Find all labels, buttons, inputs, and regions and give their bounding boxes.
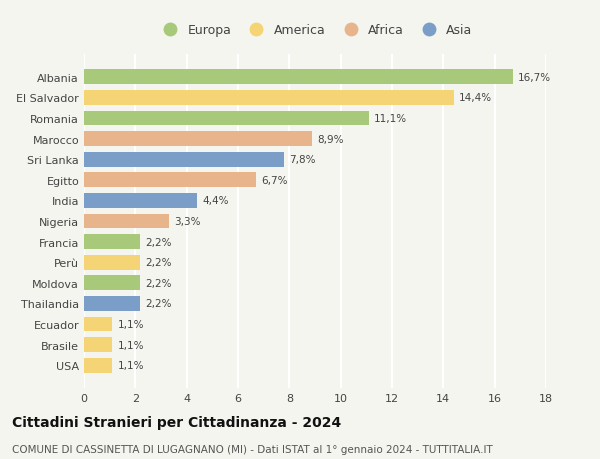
Text: 2,2%: 2,2% bbox=[146, 237, 172, 247]
Text: 4,4%: 4,4% bbox=[202, 196, 229, 206]
Bar bbox=[84, 194, 197, 208]
Bar bbox=[84, 173, 256, 188]
Bar bbox=[84, 214, 169, 229]
Text: 1,1%: 1,1% bbox=[118, 340, 144, 350]
Text: 14,4%: 14,4% bbox=[459, 93, 492, 103]
Bar bbox=[84, 337, 112, 352]
Text: 2,2%: 2,2% bbox=[146, 278, 172, 288]
Text: Cittadini Stranieri per Cittadinanza - 2024: Cittadini Stranieri per Cittadinanza - 2… bbox=[12, 415, 341, 429]
Text: 11,1%: 11,1% bbox=[374, 114, 407, 123]
Text: 8,9%: 8,9% bbox=[317, 134, 344, 144]
Bar bbox=[84, 152, 284, 167]
Text: 1,1%: 1,1% bbox=[118, 360, 144, 370]
Text: 6,7%: 6,7% bbox=[261, 175, 287, 185]
Bar bbox=[84, 235, 140, 249]
Text: 3,3%: 3,3% bbox=[174, 217, 200, 226]
Text: 2,2%: 2,2% bbox=[146, 299, 172, 308]
Bar bbox=[84, 91, 454, 106]
Bar bbox=[84, 358, 112, 373]
Text: 7,8%: 7,8% bbox=[289, 155, 316, 165]
Bar bbox=[84, 70, 512, 85]
Bar bbox=[84, 132, 313, 147]
Bar bbox=[84, 276, 140, 291]
Bar bbox=[84, 112, 369, 126]
Text: 2,2%: 2,2% bbox=[146, 257, 172, 268]
Text: COMUNE DI CASSINETTA DI LUGAGNANO (MI) - Dati ISTAT al 1° gennaio 2024 - TUTTITA: COMUNE DI CASSINETTA DI LUGAGNANO (MI) -… bbox=[12, 444, 493, 454]
Text: 1,1%: 1,1% bbox=[118, 319, 144, 329]
Bar bbox=[84, 317, 112, 331]
Bar bbox=[84, 296, 140, 311]
Legend: Europa, America, Africa, Asia: Europa, America, Africa, Asia bbox=[155, 22, 475, 39]
Text: 16,7%: 16,7% bbox=[518, 73, 551, 83]
Bar bbox=[84, 255, 140, 270]
